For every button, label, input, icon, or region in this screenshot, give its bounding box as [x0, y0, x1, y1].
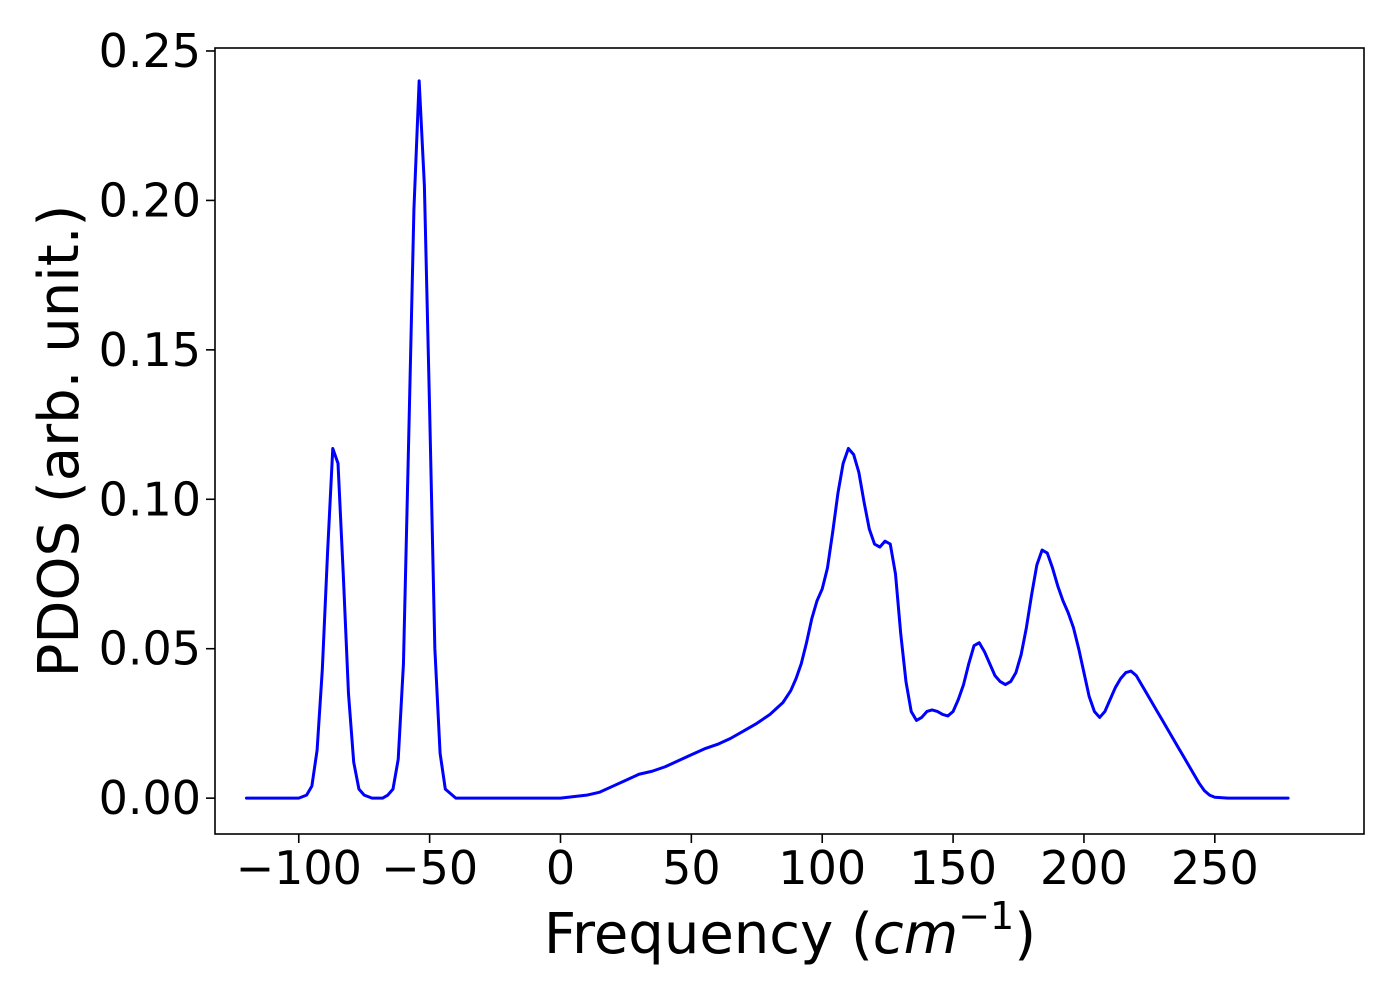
y-tick-label: 0.15	[99, 323, 201, 377]
x-tick-label: −50	[381, 841, 478, 895]
x-tick-label: 250	[1171, 841, 1259, 895]
x-tick-label: 50	[662, 841, 721, 895]
x-tick-label: 100	[778, 841, 866, 895]
x-tick-label: 150	[909, 841, 997, 895]
x-tick-label: 0	[546, 841, 575, 895]
plot-frame	[214, 47, 1365, 835]
x-axis-label-suffix: )	[1014, 902, 1036, 967]
y-tick-label: 0.10	[99, 472, 201, 526]
ticks-layer: −100 −50 0 50 100 150 200 250 0.00 0.05 0.10 0.15 0.…	[99, 24, 1259, 895]
y-tick-label: 0.20	[99, 173, 201, 227]
x-axis-label: Frequency (cm−1)	[544, 894, 1036, 967]
x-axis-label-exponent: −1	[958, 894, 1014, 938]
series-layer	[244, 79, 1290, 800]
y-axis-label: PDOS (arb. unit.)	[27, 205, 92, 678]
x-axis-label-unit: cm	[873, 902, 958, 967]
y-tick-label: 0.05	[99, 622, 201, 676]
y-tick-label: 0.25	[99, 24, 201, 78]
x-tick-label: 200	[1040, 841, 1128, 895]
series-line-0	[244, 79, 1290, 800]
x-tick-label: −100	[236, 841, 362, 895]
x-axis-label-prefix: Frequency (	[544, 902, 873, 967]
y-tick-label: 0.00	[99, 771, 201, 825]
